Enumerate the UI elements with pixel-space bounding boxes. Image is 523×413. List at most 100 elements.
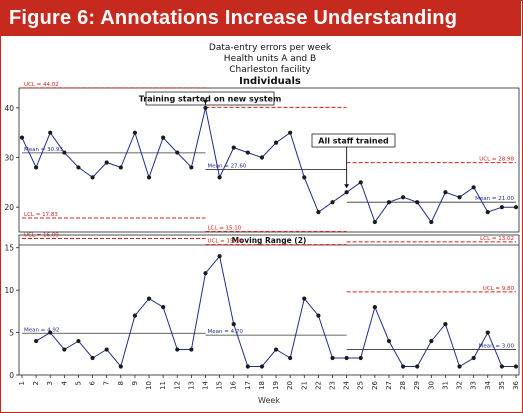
data-point bbox=[104, 347, 109, 352]
header-line-3: Charleston facility bbox=[229, 65, 311, 75]
lcl-label: LCL = 13.02 bbox=[480, 236, 514, 242]
data-point bbox=[513, 205, 519, 210]
x-tick-label: 22 bbox=[314, 381, 322, 390]
data-point bbox=[499, 205, 504, 210]
data-point bbox=[259, 364, 265, 369]
annotations: Training started on new system All staff … bbox=[139, 91, 396, 189]
x-axis-label: Week bbox=[258, 396, 280, 405]
data-point bbox=[132, 313, 138, 318]
x-tick-label: 32 bbox=[456, 381, 464, 390]
x-tick-label: 17 bbox=[244, 381, 252, 390]
x-tick-label: 1 bbox=[18, 381, 26, 385]
data-point bbox=[90, 355, 95, 361]
data-point bbox=[443, 321, 448, 327]
x-tick-label: 4 bbox=[60, 380, 68, 385]
x-tick-label: 10 bbox=[145, 381, 153, 390]
y-tick-label: 40 bbox=[4, 104, 14, 113]
data-point bbox=[302, 175, 307, 180]
x-tick-label: 3 bbox=[46, 381, 54, 385]
x-tick-label: 14 bbox=[201, 380, 209, 389]
data-point bbox=[231, 145, 236, 150]
y-tick-label: 10 bbox=[4, 286, 14, 295]
data-point bbox=[372, 219, 377, 225]
lcl-label: LCL = 17.83 bbox=[24, 212, 58, 218]
data-point bbox=[288, 130, 293, 135]
data-point bbox=[203, 271, 208, 276]
x-tick-label: 20 bbox=[286, 381, 294, 390]
data-point bbox=[316, 313, 321, 318]
x-tick-label: 30 bbox=[427, 381, 435, 390]
ucl-label: UCL = 15.36 bbox=[207, 239, 242, 245]
data-point bbox=[358, 355, 363, 361]
training-annotation-box bbox=[145, 91, 275, 106]
data-point bbox=[189, 347, 194, 352]
mean-label: Mean = 4.70 bbox=[207, 329, 243, 335]
data-point bbox=[386, 338, 392, 344]
x-tick-label: 29 bbox=[413, 381, 421, 390]
x-tick-label: 18 bbox=[258, 381, 266, 390]
lcl-label: LCL = 15.10 bbox=[207, 226, 241, 232]
data-point bbox=[90, 175, 95, 180]
x-tick-label: 12 bbox=[173, 381, 181, 390]
y-tick-label: 30 bbox=[4, 154, 14, 163]
data-point bbox=[146, 296, 152, 301]
data-point bbox=[175, 150, 180, 155]
x-tick-label: 6 bbox=[89, 380, 97, 385]
data-point bbox=[118, 165, 123, 170]
data-point bbox=[48, 130, 53, 135]
mean-label: Mean = 3.00 bbox=[479, 344, 515, 350]
ucl-label: UCL = 16.09 bbox=[24, 232, 59, 238]
data-point bbox=[245, 364, 250, 369]
data-point bbox=[513, 364, 519, 369]
header-line-2: Health units A and B bbox=[224, 54, 316, 64]
header-line-4: Individuals bbox=[239, 76, 301, 87]
training-annotation-text: Training started on new system bbox=[139, 95, 282, 104]
x-tick-label: 8 bbox=[117, 381, 125, 385]
ucl-label: UCL = 28.98 bbox=[479, 157, 514, 163]
ucl-label: UCL = 44.02 bbox=[24, 82, 59, 88]
data-point bbox=[330, 355, 335, 361]
data-point bbox=[471, 185, 476, 190]
x-tick-label: 21 bbox=[300, 381, 308, 390]
x-tick-label: 26 bbox=[371, 380, 379, 389]
y-tick-label: 20 bbox=[4, 203, 14, 212]
data-point bbox=[175, 347, 180, 352]
data-point bbox=[104, 160, 109, 165]
data-point bbox=[62, 150, 67, 155]
y-tick-label: 5 bbox=[9, 329, 14, 338]
data-point bbox=[457, 364, 462, 369]
data-point bbox=[34, 338, 39, 344]
data-point bbox=[76, 165, 81, 170]
data-point bbox=[132, 130, 138, 135]
x-tick-label: 27 bbox=[385, 381, 393, 390]
data-point bbox=[48, 330, 53, 335]
data-point bbox=[217, 254, 222, 259]
x-tick-label: 2 bbox=[32, 381, 40, 385]
data-point bbox=[499, 364, 504, 369]
mean-label: Mean = 21.00 bbox=[475, 196, 514, 202]
x-tick-label: 11 bbox=[159, 381, 167, 390]
data-point bbox=[358, 180, 363, 185]
data-point bbox=[259, 155, 265, 160]
mean-label: Mean = 27.60 bbox=[207, 163, 246, 169]
data-point bbox=[231, 321, 236, 327]
x-tick-label: 25 bbox=[357, 381, 365, 390]
x-tick-label: 35 bbox=[498, 381, 506, 390]
x-tick-label: 9 bbox=[131, 381, 139, 385]
x-tick-label: 36 bbox=[512, 380, 520, 389]
data-point bbox=[471, 355, 476, 361]
data-point bbox=[386, 200, 392, 205]
training-annotation-arrow-head bbox=[202, 99, 208, 104]
data-point bbox=[400, 195, 406, 200]
x-tick-label: 31 bbox=[441, 381, 449, 390]
data-point bbox=[146, 175, 152, 180]
data-point bbox=[344, 355, 349, 361]
x-tick-label: 34 bbox=[484, 380, 492, 389]
x-tick-label: 7 bbox=[103, 381, 111, 385]
header-line-1: Data-entry errors per week bbox=[209, 43, 332, 53]
staff-annotation-arrow-head bbox=[344, 184, 350, 189]
data-point bbox=[415, 364, 420, 369]
data-point bbox=[443, 190, 448, 195]
ucl-label: UCL = 9.80 bbox=[483, 286, 515, 292]
